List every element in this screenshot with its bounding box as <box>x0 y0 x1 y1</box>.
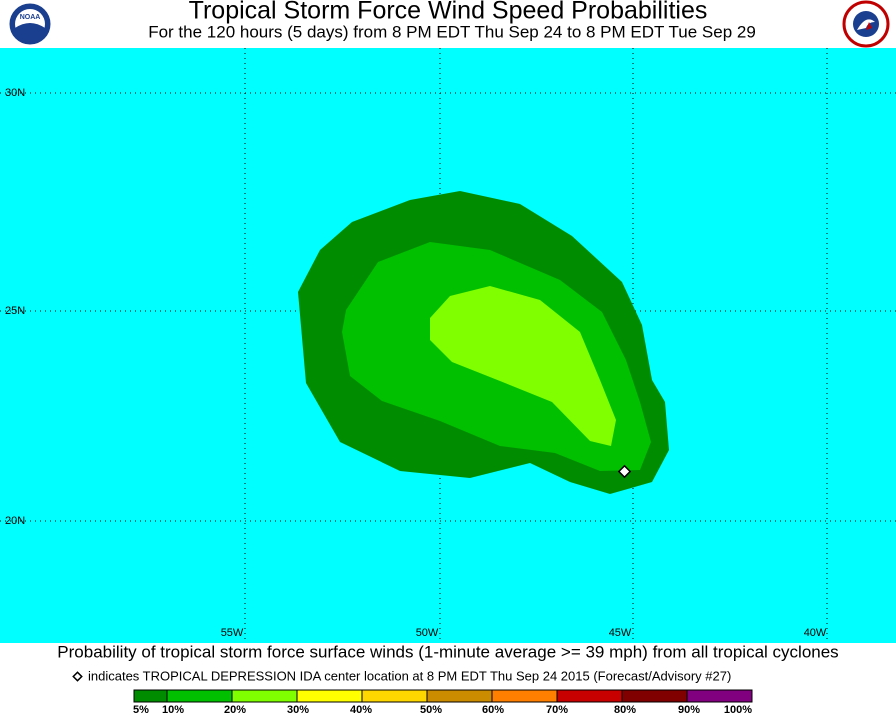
legend-swatch <box>621 689 688 703</box>
legend-label: 30% <box>287 704 309 716</box>
storm-center-marker <box>617 464 632 479</box>
graticule <box>0 48 896 643</box>
legend-swatch <box>296 689 363 703</box>
legend-swatch <box>231 689 298 703</box>
legend-label: 100% <box>724 704 752 716</box>
legend-label: 60% <box>482 704 504 716</box>
title: Tropical Storm Force Wind Speed Probabil… <box>189 0 708 25</box>
legend-label: 20% <box>224 704 246 716</box>
longitude-label: 45W <box>609 627 632 639</box>
legend-label: 80% <box>614 704 636 716</box>
longitude-label: 55W <box>221 627 244 639</box>
marker-legend-icon <box>72 671 83 682</box>
legend-label: 90% <box>678 704 700 716</box>
longitude-label: 50W <box>416 627 439 639</box>
legend-label: 10% <box>162 704 184 716</box>
legend-label: 5% <box>133 704 149 716</box>
caption: Probability of tropical storm force surf… <box>57 642 838 661</box>
legend-label: 40% <box>350 704 372 716</box>
legend-swatch <box>426 689 493 703</box>
noaa-logo: NOAA <box>8 2 52 46</box>
legend-swatch <box>166 689 233 703</box>
subtitle: For the 120 hours (5 days) from 8 PM EDT… <box>148 22 756 41</box>
nws-logo <box>842 0 890 48</box>
legend-swatch <box>556 689 623 703</box>
legend-label: 70% <box>546 704 568 716</box>
legend-swatch <box>491 689 558 703</box>
legend-label: 50% <box>420 704 442 716</box>
legend-swatch <box>133 689 168 703</box>
legend: 5% 10% 20% 30% 40% 50% 60% 70% 80% 90% 100% <box>133 689 753 716</box>
marker-note: indicates TROPICAL DEPRESSION IDA center… <box>88 668 731 683</box>
legend-swatch <box>361 689 428 703</box>
longitude-label: 40W <box>804 627 827 639</box>
latitude-label: 25N <box>5 305 25 317</box>
legend-swatch <box>686 689 753 703</box>
probability-20-30 <box>430 286 616 446</box>
latitude-label: 20N <box>5 515 25 527</box>
latitude-label: 30N <box>5 87 25 99</box>
logo-text: NOAA <box>20 14 41 21</box>
